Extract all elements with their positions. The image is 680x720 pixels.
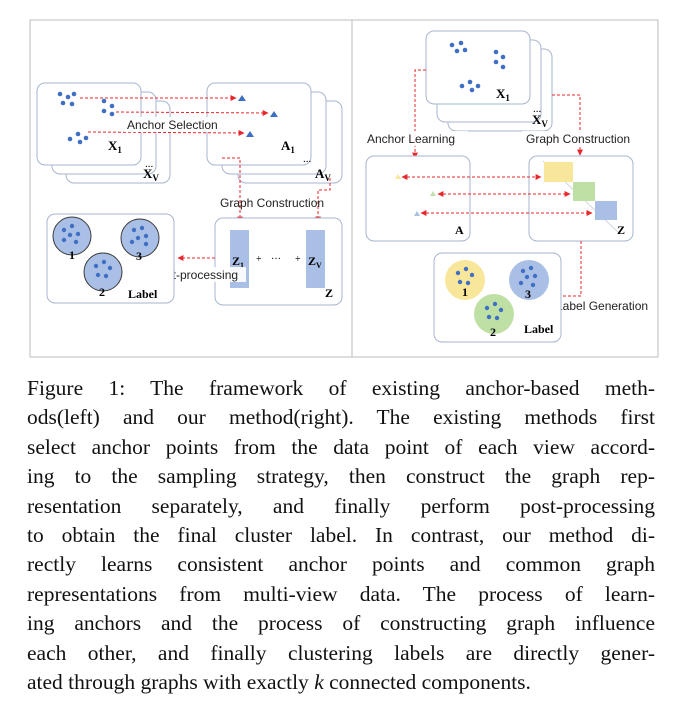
right-anchor-triangles (395, 174, 436, 216)
left-graph-construction-label: Graph Construction (220, 196, 324, 210)
right-label-box-title: Label (524, 322, 554, 336)
svg-text:XV: XV (532, 112, 548, 129)
svg-text:X1: X1 (496, 86, 510, 103)
caption-k-variable: k (314, 670, 324, 695)
svg-text:A1: A1 (281, 138, 295, 155)
svg-text:ZV: ZV (308, 254, 322, 270)
caption-line-3: select anchor points from the data point… (27, 434, 655, 459)
right-view-first-label: X (496, 86, 506, 101)
figure-outer-frame (29, 19, 659, 358)
left-cluster-label-3: 3 (136, 249, 142, 263)
left-cluster-label-1: 1 (69, 248, 75, 262)
caption-line-10: each other, and finally clustering label… (27, 640, 655, 665)
left-anchor-last-sub: V (324, 173, 331, 183)
svg-text:Z1: Z1 (232, 254, 244, 270)
label-generation-label: Label Generation (556, 299, 648, 313)
left-view-points (57, 91, 115, 145)
left-view-first-label: X (108, 138, 118, 153)
right-cluster-3 (509, 260, 549, 300)
left-cluster-1 (52, 216, 92, 256)
left-label-box-title: Label (128, 287, 158, 301)
anchor-selection-label: Anchor Selection (127, 118, 218, 132)
caption-line-2: ods(left) and our method(right). The exi… (27, 405, 655, 430)
caption-line-5: resentation separately, and finally perf… (27, 493, 655, 518)
svg-text:X1: X1 (108, 138, 122, 155)
left-graph-first-sub: 1 (240, 261, 244, 270)
caption-last-suffix: connected components. (323, 670, 531, 695)
right-cluster-label-1: 1 (462, 285, 468, 299)
right-cluster-label-2: 2 (490, 325, 496, 339)
graph-block-yellow (544, 162, 573, 182)
right-view-first-sub: 1 (505, 93, 510, 103)
left-graph-plus-1: + (256, 254, 262, 265)
framework-figure: X1 ... XV A1 ... AV Anchor Selection Gra… (29, 19, 659, 358)
left-graph-last-sub: V (316, 261, 322, 270)
caption-line-8: representations from multi-view data. Th… (27, 581, 655, 606)
svg-text:XV: XV (143, 166, 159, 183)
right-view-points (449, 40, 506, 93)
left-view-last-sub: V (152, 173, 159, 183)
anchor-selection-arrows (80, 95, 269, 136)
caption-last-prefix: ated through graphs with exactly (27, 670, 315, 695)
right-cluster-points (455, 265, 538, 321)
left-anchor-triangles (238, 95, 278, 137)
left-anchor-ellipsis: ... (303, 153, 312, 165)
left-anchor-first-label: A (281, 138, 291, 153)
anchor-graph-bidirectional-arrows (401, 174, 593, 216)
left-graph-construction-arrows (222, 157, 331, 223)
figure-caption: Figure 1: The framework of existing anch… (27, 374, 655, 697)
right-cluster-label-3: 3 (525, 287, 531, 301)
right-anchor-box-label: A (455, 223, 464, 237)
left-graph-block-last (306, 230, 325, 288)
right-view-last-label: X (532, 112, 542, 127)
left-panel: X1 ... XV A1 ... AV Anchor Selection Gra… (36, 82, 343, 306)
caption-line-11: ated through graphs with exactly k conne… (27, 668, 655, 697)
left-graph-first-label: Z (232, 254, 240, 268)
right-view-card-front (425, 30, 531, 105)
graph-block-blue (595, 201, 617, 220)
left-anchor-last-label: A (315, 166, 325, 181)
caption-line-6: to obtain the final cluster label. In co… (27, 523, 655, 548)
left-anchor-first-sub: 1 (290, 145, 295, 155)
left-graph-plus-2: + (295, 254, 301, 265)
left-cluster-label-2: 2 (99, 285, 105, 299)
right-cluster-1 (445, 260, 485, 300)
left-graph-last-label: Z (308, 254, 316, 268)
svg-text:AV: AV (315, 166, 331, 183)
caption-line-9: ing anchors and the process of construct… (27, 611, 655, 636)
left-graph-dots: ··· (271, 254, 281, 265)
right-view-ellipsis: ... (533, 103, 542, 115)
left-graph-box-label: Z (325, 286, 333, 300)
left-view-ellipsis: ... (145, 158, 154, 170)
left-cluster-points (61, 223, 149, 279)
right-graph-box-label: Z (617, 223, 625, 237)
left-cluster-2 (83, 252, 123, 292)
right-view-last-sub: V (541, 119, 548, 129)
caption-line-1: Figure 1: The framework of existing anch… (27, 376, 655, 400)
graph-block-green (573, 182, 595, 201)
label-generation-arrow (555, 241, 582, 299)
left-view-last-label: X (143, 166, 153, 181)
anchor-learning-label: Anchor Learning (367, 132, 455, 146)
right-graph-construction-label: Graph Construction (526, 132, 630, 146)
caption-line-7: rectly learns consistent anchor points a… (27, 552, 655, 577)
caption-line-4: ing to the sampling strategy, then const… (27, 464, 655, 489)
right-panel: X1 ... XV Anchor Learning Graph Construc… (365, 30, 648, 343)
right-cluster-2 (474, 294, 514, 334)
left-view-first-sub: 1 (117, 145, 122, 155)
